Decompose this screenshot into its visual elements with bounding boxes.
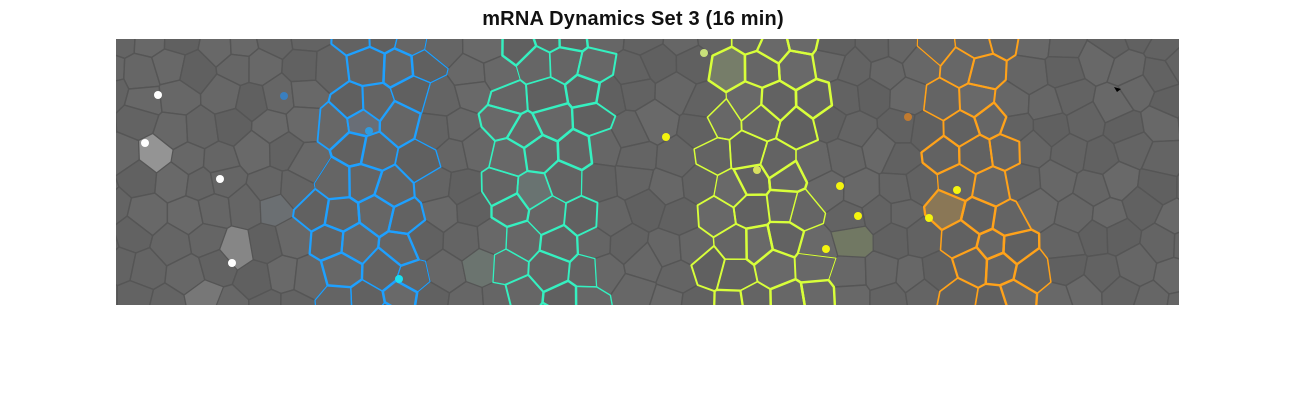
band-cell-outline xyxy=(799,278,837,305)
tinted-cell xyxy=(183,279,225,305)
mrna-dots xyxy=(141,49,961,283)
mrna-dot xyxy=(953,186,961,194)
mrna-dot xyxy=(753,166,761,174)
band-cell-outline xyxy=(575,285,613,305)
mrna-dot xyxy=(662,133,670,141)
tissue-image xyxy=(116,39,1179,305)
cell xyxy=(580,162,619,204)
arrow-cursor-icon xyxy=(1114,87,1121,92)
shaded-cells xyxy=(138,46,967,305)
mrna-dot xyxy=(141,139,149,147)
mrna-dot xyxy=(216,175,224,183)
mrna-dot xyxy=(228,259,236,267)
cell xyxy=(1164,46,1179,85)
mrna-dot xyxy=(700,49,708,57)
cell xyxy=(1177,115,1179,134)
tinted-cell xyxy=(219,225,254,271)
cell xyxy=(1166,291,1179,305)
cell xyxy=(1173,231,1179,260)
cell xyxy=(266,254,299,295)
figure-title: mRNA Dynamics Set 3 (16 min) xyxy=(482,8,784,30)
mrna-dot xyxy=(280,92,288,100)
tissue-svg xyxy=(116,39,1179,305)
band-cell-outline xyxy=(998,278,1039,305)
band-cell-outline xyxy=(381,279,419,305)
tinted-cell xyxy=(830,225,874,258)
mrna-dot xyxy=(395,275,403,283)
expression-bands xyxy=(292,39,1052,305)
mrna-dot xyxy=(925,214,933,222)
cell-mesh xyxy=(116,39,1179,305)
mrna-dot xyxy=(822,245,830,253)
mrna-dot xyxy=(854,212,862,220)
mrna-dot xyxy=(365,127,373,135)
mrna-dot xyxy=(154,91,162,99)
mrna-dot xyxy=(836,182,844,190)
mrna-dot xyxy=(904,113,912,121)
cell xyxy=(833,284,871,305)
cell xyxy=(1176,172,1179,200)
